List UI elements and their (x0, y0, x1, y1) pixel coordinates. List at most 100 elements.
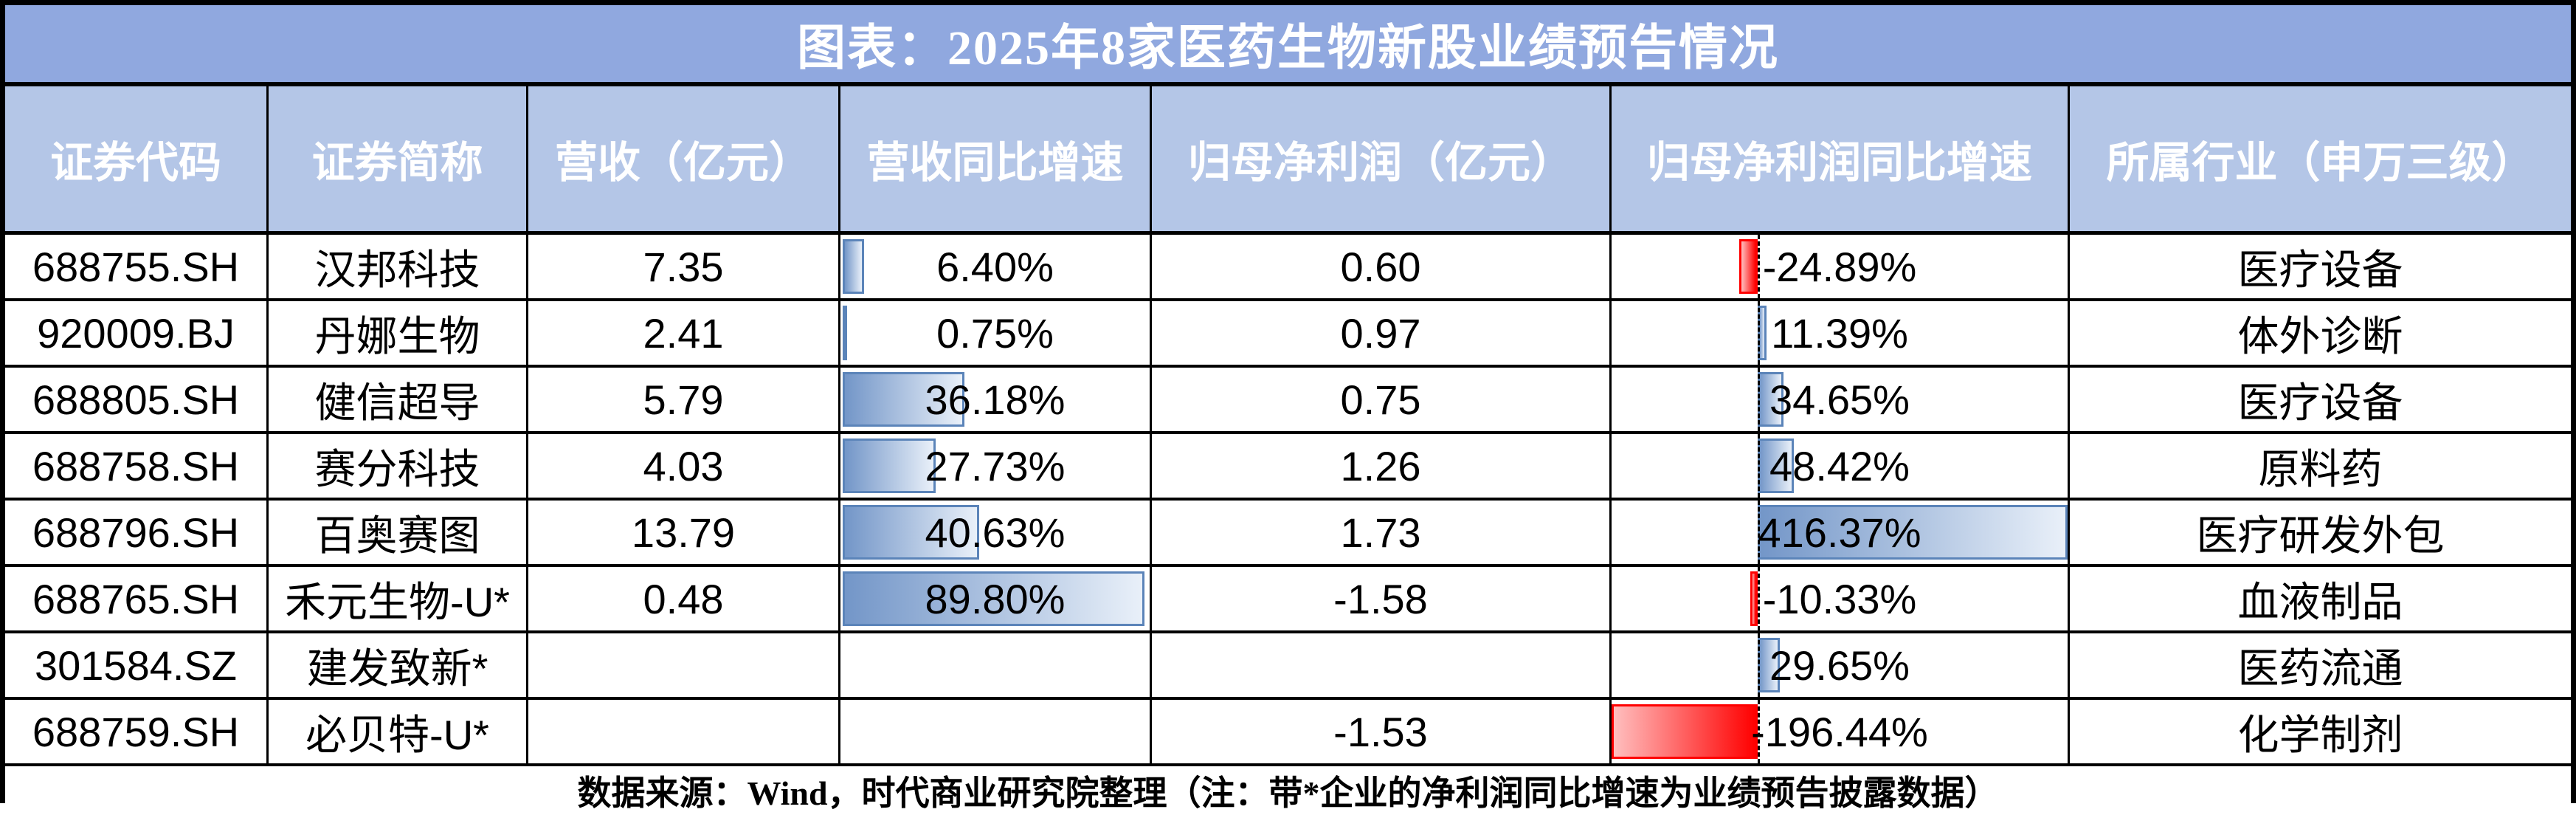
column-header-stock-code: 证券代码 (5, 86, 269, 231)
stock-code-value: 688759.SH (32, 708, 240, 755)
cell-revenue-growth: 27.73% (840, 434, 1152, 498)
column-header-revenue: 营收（亿元） (528, 86, 840, 231)
stock-name-value: 必贝特-U* (305, 711, 489, 758)
zero-axis-dashed-line (1758, 235, 1761, 298)
revenue-value: 5.79 (643, 376, 724, 423)
cell-revenue-growth (840, 700, 1152, 763)
cell-industry: 化学制剂 (2070, 700, 2571, 763)
revenue-growth-databar (843, 439, 936, 493)
stock-code-value: 301584.SZ (35, 642, 237, 689)
cell-stock-name: 百奥赛图 (269, 501, 528, 564)
cell-revenue: 2.41 (528, 301, 840, 365)
zero-axis-dashed-line (1758, 501, 1761, 564)
cell-industry: 体外诊断 (2070, 301, 2571, 365)
revenue-growth-value: 89.80% (925, 575, 1066, 622)
net-profit-growth-value: 11.39% (1771, 309, 1908, 357)
cell-net-profit: 1.73 (1152, 501, 1612, 564)
stock-code-value: 688796.SH (32, 509, 240, 556)
cell-industry: 医疗设备 (2070, 368, 2571, 431)
cell-net-profit-growth: -24.89% (1612, 235, 2070, 298)
cell-revenue-growth: 89.80% (840, 567, 1152, 630)
zero-axis-dashed-line (1758, 368, 1761, 431)
industry-value: 血液制品 (2237, 578, 2403, 625)
revenue-value: 13.79 (631, 509, 736, 556)
table-row: 688765.SH 禾元生物-U* 0.48 89.80% -1.58 -10.… (5, 567, 2571, 633)
industry-value: 原料药 (2258, 445, 2383, 492)
cell-stock-name: 丹娜生物 (269, 301, 528, 365)
cell-stock-name: 必贝特-U* (269, 700, 528, 763)
cell-stock-name: 健信超导 (269, 368, 528, 431)
column-header-revenue-growth: 营收同比增速 (840, 86, 1152, 231)
cell-net-profit: 0.60 (1152, 235, 1612, 298)
revenue-growth-value: 6.40% (936, 243, 1054, 290)
cell-net-profit-growth: 48.42% (1612, 434, 2070, 498)
revenue-growth-databar (843, 306, 847, 360)
stock-code-value: 688765.SH (32, 575, 240, 622)
revenue-growth-databar (843, 239, 865, 294)
cell-stock-code: 920009.BJ (5, 301, 269, 365)
net-profit-growth-databar (1612, 704, 1758, 759)
stock-name-value: 健信超导 (314, 379, 480, 426)
cell-stock-name: 建发致新* (269, 633, 528, 697)
net-profit-growth-databar (1750, 571, 1758, 626)
stock-code-value: 688805.SH (32, 376, 240, 423)
zero-axis-dashed-line (1758, 700, 1761, 763)
net-profit-value: 1.73 (1340, 509, 1421, 556)
cell-revenue: 0.48 (528, 567, 840, 630)
cell-net-profit-growth: -196.44% (1612, 700, 2070, 763)
cell-stock-code: 688759.SH (5, 700, 269, 763)
table-title: 图表：2025年8家医药生物新股业绩预告情况 (797, 21, 1779, 75)
table-header-row: 证券代码 证券简称 营收（亿元） 营收同比增速 归母净利润（亿元） 归母净利润同… (5, 86, 2571, 235)
cell-stock-name: 禾元生物-U* (269, 567, 528, 630)
table-row: 688759.SH 必贝特-U* -1.53 -196.44% 化学制剂 (5, 700, 2571, 766)
stock-name-value: 建发致新* (306, 644, 488, 692)
cell-net-profit-growth: 11.39% (1612, 301, 2070, 365)
stock-code-value: 688755.SH (32, 243, 240, 290)
cell-net-profit-growth: -10.33% (1612, 567, 2070, 630)
cell-industry: 原料药 (2070, 434, 2571, 498)
zero-axis-dashed-line (1758, 301, 1761, 365)
cell-revenue-growth (840, 633, 1152, 697)
cell-net-profit-growth: 416.37% (1612, 501, 2070, 564)
net-profit-growth-value: 34.65% (1769, 376, 1910, 423)
zero-axis-dashed-line (1758, 633, 1761, 697)
net-profit-growth-value: -24.89% (1762, 243, 1917, 290)
cell-net-profit-growth: 29.65% (1612, 633, 2070, 697)
column-header-stock-name: 证券简称 (269, 86, 528, 231)
cell-stock-name: 汉邦科技 (269, 235, 528, 298)
industry-value: 医药流通 (2237, 644, 2403, 692)
cell-revenue (528, 633, 840, 697)
zero-axis-dashed-line (1758, 434, 1761, 498)
cell-net-profit (1152, 633, 1612, 697)
cell-revenue: 13.79 (528, 501, 840, 564)
net-profit-growth-databar (1758, 439, 1794, 493)
revenue-growth-databar (843, 372, 964, 427)
cell-stock-code: 301584.SZ (5, 633, 269, 697)
net-profit-value: 0.60 (1340, 243, 1421, 290)
cell-stock-code: 688796.SH (5, 501, 269, 564)
revenue-growth-databar (843, 571, 1144, 626)
revenue-value: 7.35 (643, 243, 724, 290)
net-profit-value: -1.53 (1333, 708, 1428, 755)
revenue-growth-databar (843, 505, 980, 560)
cell-net-profit: -1.53 (1152, 700, 1612, 763)
cell-revenue-growth: 6.40% (840, 235, 1152, 298)
stock-name-value: 百奥赛图 (314, 512, 480, 559)
net-profit-value: 0.75 (1340, 376, 1421, 423)
cell-industry: 血液制品 (2070, 567, 2571, 630)
cell-net-profit: 1.26 (1152, 434, 1612, 498)
cell-stock-code: 688765.SH (5, 567, 269, 630)
cell-industry: 医疗设备 (2070, 235, 2571, 298)
cell-revenue-growth: 40.63% (840, 501, 1152, 564)
net-profit-growth-value: 29.65% (1769, 642, 1910, 689)
table-row: 301584.SZ 建发致新* 29.65% 医药流通 (5, 633, 2571, 700)
table-footer: 数据来源：Wind，时代商业研究院整理（注：带*企业的净利润同比增速为业绩预告披… (5, 766, 2571, 815)
revenue-growth-value: 0.75% (936, 309, 1054, 357)
stock-code-value: 688758.SH (32, 442, 240, 489)
revenue-value: 2.41 (643, 309, 724, 357)
net-profit-value: -1.58 (1333, 575, 1428, 622)
table-row: 688758.SH 赛分科技 4.03 27.73% 1.26 48.42% 原… (5, 434, 2571, 501)
column-header-industry: 所属行业（申万三级） (2106, 139, 2535, 187)
cell-revenue: 4.03 (528, 434, 840, 498)
